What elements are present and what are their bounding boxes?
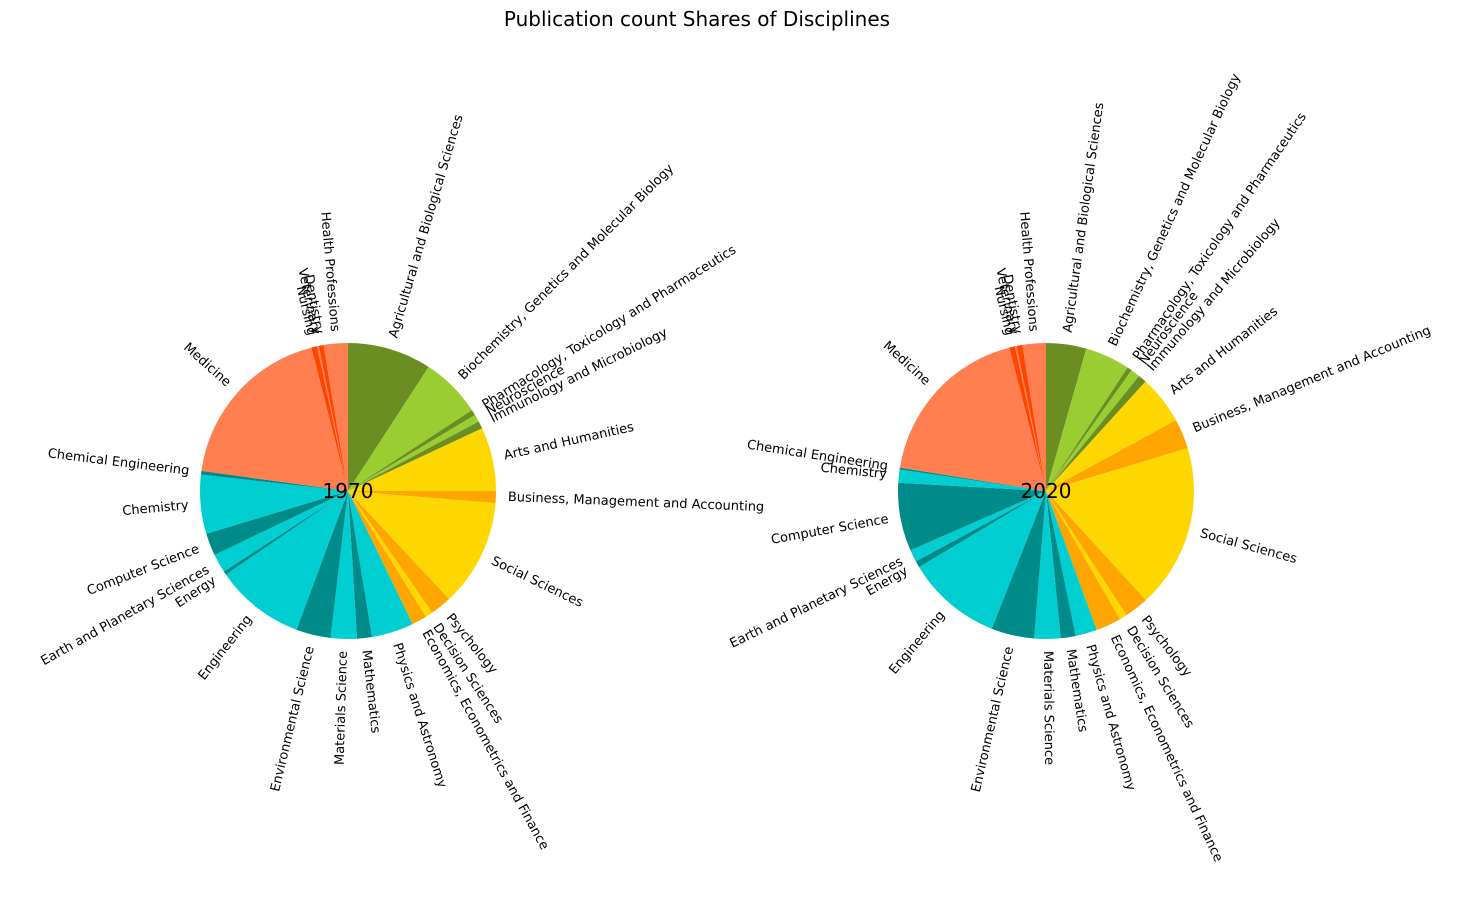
pie-slice-economics-econometrics-and-finance <box>1046 491 1120 631</box>
pie-slice-veterinary <box>316 345 348 491</box>
slice-label-engineering: Engineering <box>886 608 948 677</box>
pie-slice-nursing <box>1009 346 1046 491</box>
pie-slice-economics-econometrics-and-finance <box>348 491 426 625</box>
pie-slice-mathematics <box>348 491 373 639</box>
slice-label-computer-science: Computer Science <box>770 512 890 548</box>
pie-slice-dentistry <box>1016 344 1046 491</box>
pie-chart-2020: Agricultural and Biological SciencesBioc… <box>728 71 1434 864</box>
slice-label-medicine: Medicine <box>180 340 233 390</box>
pie-slice-engineering <box>919 491 1046 629</box>
pie-slice-engineering <box>225 491 348 630</box>
slice-label-materials-science: Materials Science <box>333 651 351 766</box>
pie-title: 2020 <box>1021 479 1072 503</box>
pie-slice-pharmacology-toxicology-and-pharmaceutics <box>348 410 475 491</box>
slice-label-mathematics: Mathematics <box>358 649 382 734</box>
slice-label-business-management-and-accounting: Business, Management and Accounting <box>508 490 765 515</box>
pie-slice-business-management-and-accounting <box>1046 420 1188 491</box>
pie-slice-chemistry <box>199 474 348 534</box>
slice-label-chemical-engineering: Chemical Engineering <box>746 438 889 474</box>
figure-title: Publication count Shares of Disciplines <box>504 7 890 31</box>
slice-label-medicine: Medicine <box>880 338 933 388</box>
pie-slice-social-sciences <box>348 491 496 600</box>
pie-slice-arts-and-humanities <box>1046 381 1176 491</box>
pie-slice-veterinary <box>1014 345 1046 491</box>
pie-slice-health-professions <box>1022 343 1046 491</box>
pie-slice-environmental-science <box>991 491 1046 639</box>
pie-slice-energy <box>915 491 1046 568</box>
pie-slice-medicine <box>899 347 1046 491</box>
pie-slice-decision-sciences <box>1046 491 1127 620</box>
pie-slice-physics-and-astronomy <box>1046 491 1097 636</box>
slice-label-agricultural-and-biological-sciences: Agricultural and Biological Sciences <box>386 113 466 340</box>
slice-label-chemistry: Chemistry <box>122 498 190 519</box>
pie-slice-materials-science <box>330 491 357 640</box>
pie-slice-physics-and-astronomy <box>348 491 413 638</box>
pie-slice-dentistry <box>318 345 348 491</box>
slice-label-agricultural-and-biological-sciences: Agricultural and Biological Sciences <box>1061 101 1108 333</box>
pie-slice-arts-and-humanities <box>348 428 496 491</box>
slice-label-earth-and-planetary-sciences: Earth and Planetary Sciences <box>728 554 906 651</box>
slice-label-arts-and-humanities: Arts and Humanities <box>503 420 636 464</box>
pie-slice-agricultural-and-biological-sciences <box>348 343 429 491</box>
pie-title: 1970 <box>323 479 374 503</box>
pie-slice-environmental-science <box>296 491 348 638</box>
pie-slice-computer-science <box>897 482 1046 551</box>
slice-label-social-sciences: Social Sciences <box>1198 526 1298 567</box>
pie-slice-energy <box>223 491 348 575</box>
pie-slice-earth-and-planetary-sciences <box>214 491 348 572</box>
pie-slice-mathematics <box>1046 491 1076 639</box>
pie-slice-medicine <box>201 347 348 491</box>
pie-slice-business-management-and-accounting <box>348 490 497 504</box>
slice-label-environmental-science: Environmental Science <box>969 645 1017 794</box>
pie-slice-chemical-engineering <box>899 467 1046 491</box>
pie-slice-health-professions <box>323 343 348 491</box>
slice-label-mathematics: Mathematics <box>1063 648 1090 733</box>
pie-slice-biochemistry-genetics-and-molecular-biology <box>348 366 472 491</box>
pie-slice-computer-science <box>206 491 348 555</box>
pie-slice-neuroscience <box>348 414 479 491</box>
pie-slice-decision-sciences <box>348 491 433 617</box>
pie-slice-immunology-and-microbiology <box>1046 375 1146 491</box>
pie-slice-agricultural-and-biological-sciences <box>1046 343 1087 491</box>
pie-slice-social-sciences <box>1046 448 1195 601</box>
slice-label-environmental-science: Environmental Science <box>268 645 318 793</box>
pie-slice-immunology-and-microbiology <box>348 421 483 491</box>
slice-label-chemistry: Chemistry <box>820 461 888 483</box>
pie-slice-materials-science <box>1034 491 1061 639</box>
pie-slice-neuroscience <box>1046 370 1140 491</box>
slice-label-engineering: Engineering <box>196 612 256 683</box>
pie-slice-chemistry <box>898 469 1046 491</box>
slice-label-materials-science: Materials Science <box>1040 651 1056 765</box>
pie-slice-nursing <box>311 346 348 491</box>
pie-slice-psychology <box>1046 491 1146 616</box>
slice-label-chemical-engineering: Chemical Engineering <box>47 446 190 478</box>
pie-slice-psychology <box>348 491 450 613</box>
pie-slice-pharmacology-toxicology-and-pharmaceutics <box>1046 367 1132 491</box>
slice-label-social-sciences: Social Sciences <box>489 554 586 611</box>
pie-slice-earth-and-planetary-sciences <box>910 491 1046 562</box>
pie-slice-chemical-engineering <box>200 470 348 491</box>
pie-slice-biochemistry-genetics-and-molecular-biology <box>1046 348 1128 491</box>
pie-chart-1970: Agricultural and Biological SciencesBioc… <box>38 113 764 853</box>
